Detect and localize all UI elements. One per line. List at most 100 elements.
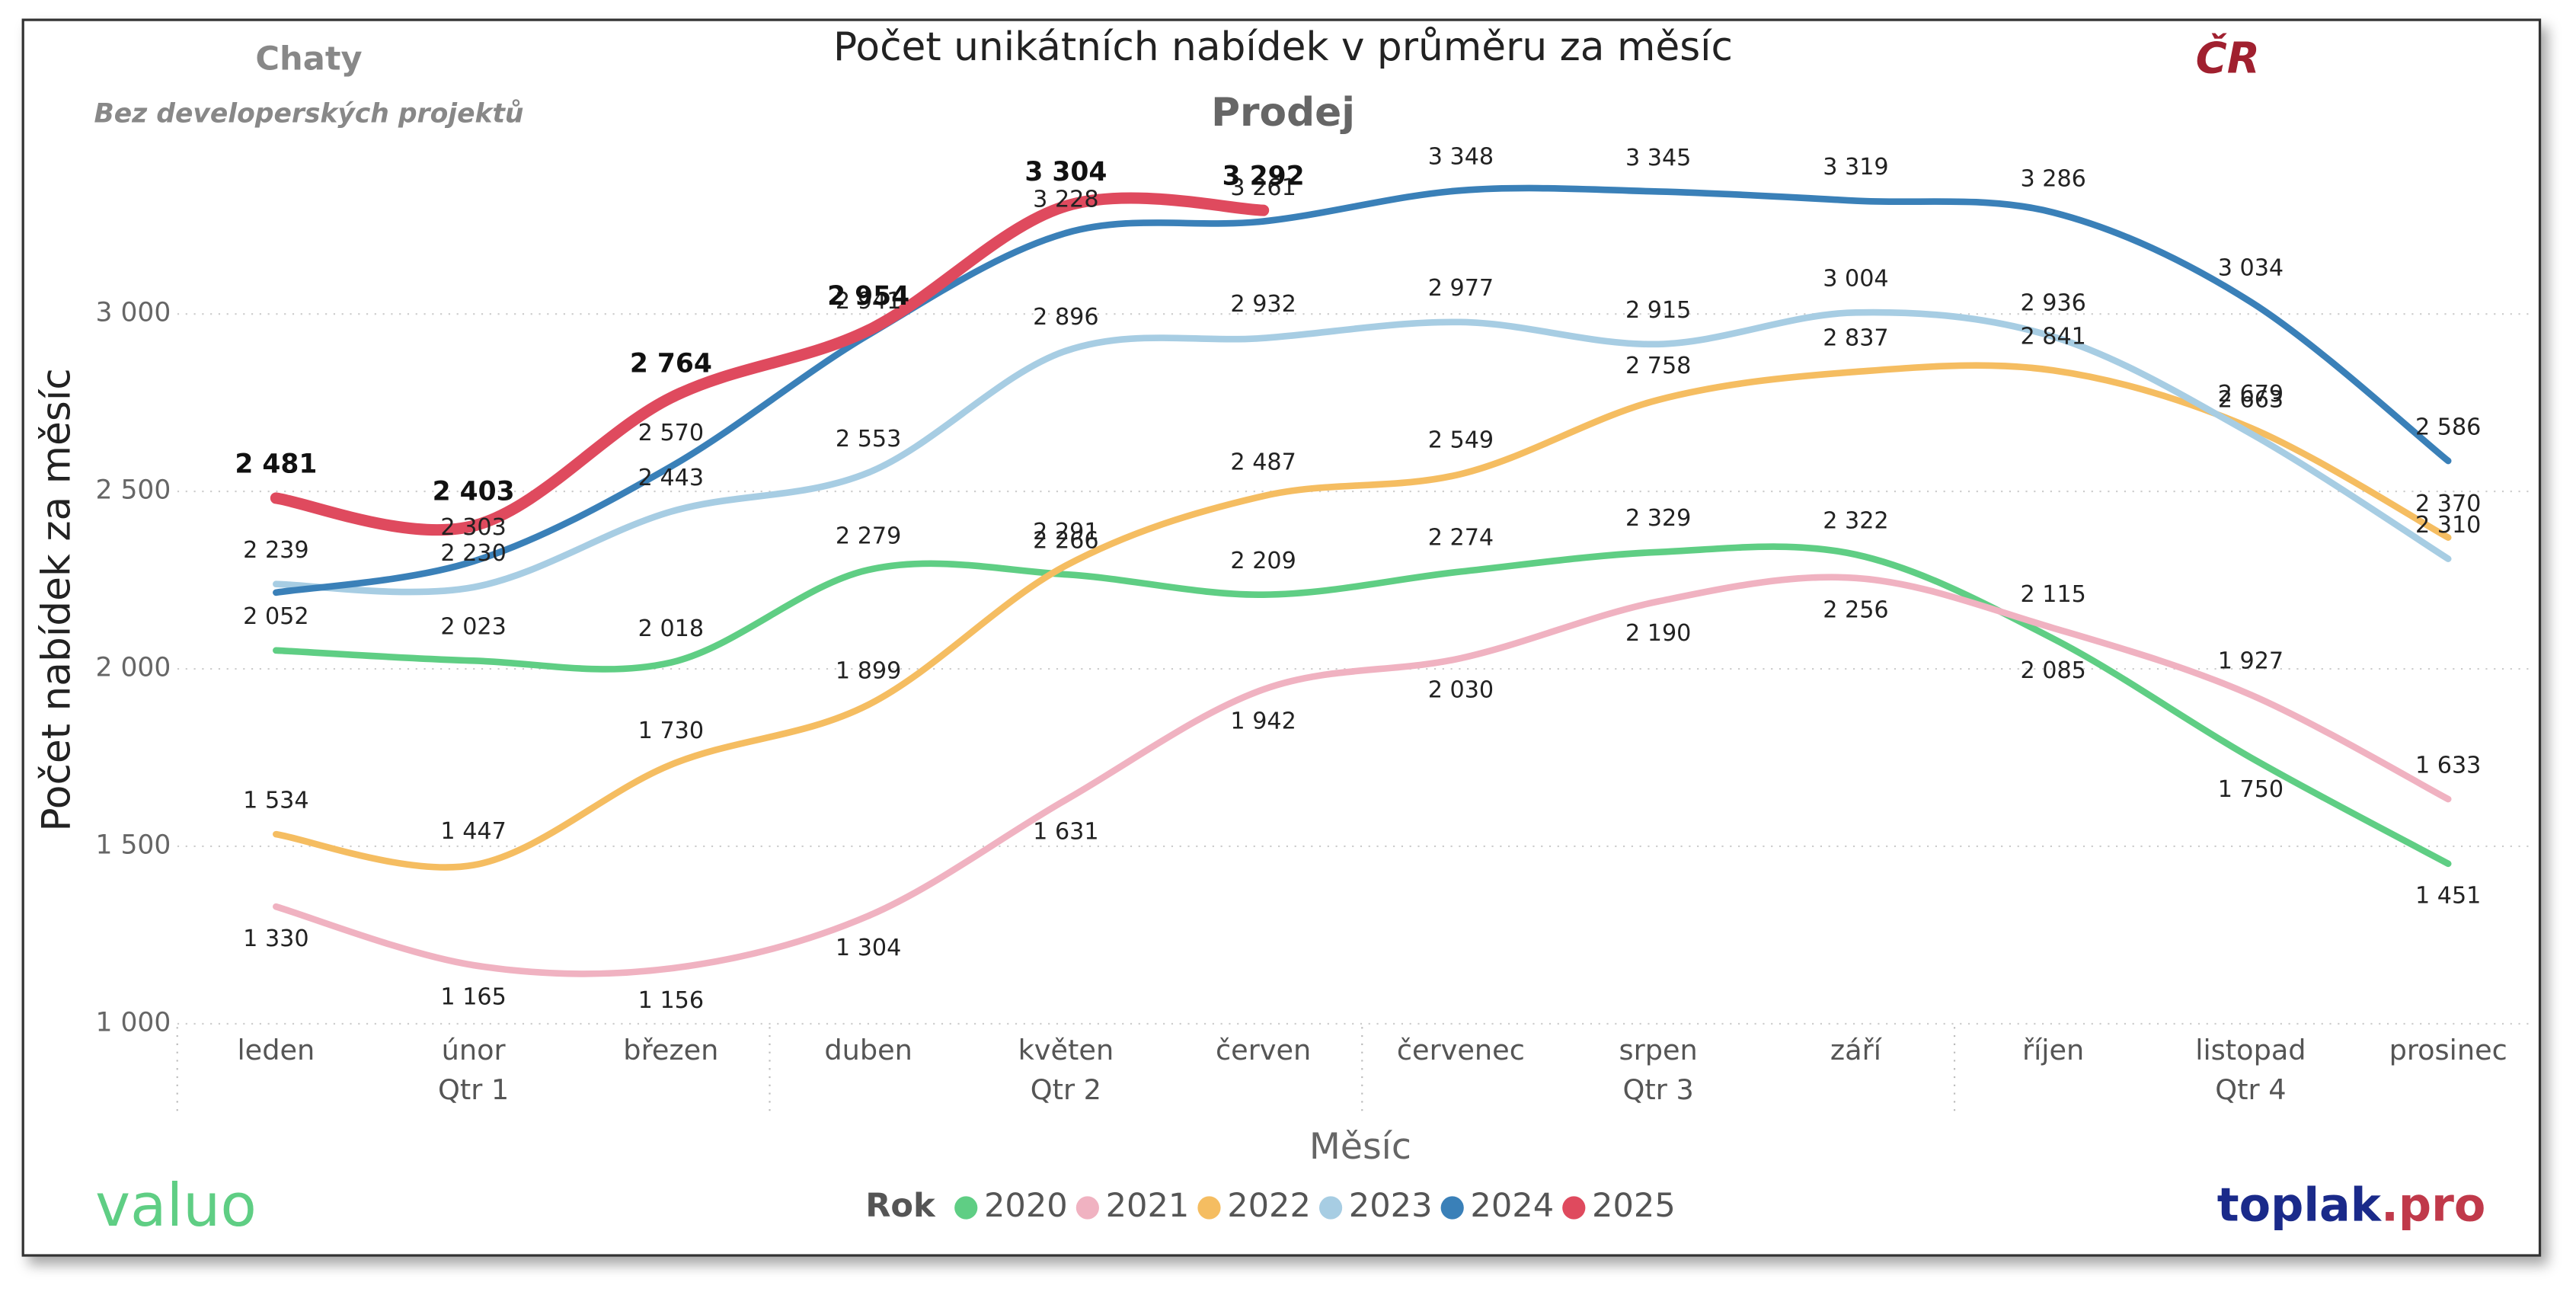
data-label: 2 403: [433, 477, 515, 507]
quarter-label: Qtr 3: [1623, 1073, 1694, 1106]
y-tick-label: 2 500: [96, 475, 171, 506]
series-line: [273, 184, 2452, 596]
data-label: 2 570: [638, 420, 704, 446]
data-label: 1 899: [836, 657, 901, 684]
data-label: 2 310: [2415, 512, 2481, 539]
x-tick-label: únor: [442, 1034, 507, 1066]
data-label: 1 330: [243, 926, 308, 952]
data-label: 2 256: [1823, 596, 1888, 623]
data-label: 2 932: [1230, 291, 1296, 318]
data-label: 2 915: [1625, 297, 1691, 324]
x-tick-label: duben: [824, 1034, 912, 1066]
series-line: [273, 574, 2452, 977]
data-label: 2 443: [638, 465, 704, 491]
data-label: 2 085: [2020, 657, 2085, 684]
data-label: 2 303: [440, 514, 506, 541]
brand-left: valuo: [95, 1172, 257, 1240]
data-label: 1 447: [440, 818, 506, 845]
data-label: 2 052: [243, 603, 308, 630]
x-tick-label: říjen: [2022, 1034, 2084, 1066]
data-label: 2 758: [1625, 353, 1691, 379]
y-tick-label: 2 000: [96, 653, 171, 683]
data-label: 2 266: [1033, 527, 1098, 554]
y-axis-label: Počet nabídek za měsíc: [34, 368, 80, 831]
legend-marker: [954, 1196, 978, 1220]
segment: Chaty: [255, 40, 362, 78]
legend-label: 2021: [1106, 1187, 1190, 1225]
data-label: 3 228: [1033, 186, 1098, 213]
data-label: 1 451: [2415, 882, 2481, 909]
data-label: 3 304: [1024, 157, 1107, 187]
data-label: 1 750: [2218, 776, 2284, 803]
series-line: [270, 192, 1270, 536]
x-tick-label: červen: [1216, 1034, 1311, 1066]
data-label: 2 679: [2218, 381, 2284, 408]
legend-label: 2022: [1227, 1187, 1311, 1225]
data-label: 2 370: [2415, 491, 2481, 517]
data-label: 1 156: [638, 987, 704, 1014]
data-label: 3 319: [1823, 154, 1888, 181]
data-label: 3 292: [1222, 161, 1305, 191]
data-label: 2 322: [1823, 507, 1888, 534]
legend-label: 2020: [984, 1187, 1068, 1225]
x-tick-label: listopad: [2195, 1034, 2306, 1066]
x-tick-label: červenec: [1397, 1034, 1525, 1066]
data-label: 1 631: [1033, 819, 1098, 846]
data-label: 2 481: [235, 449, 317, 479]
brand-part: toplak: [2217, 1178, 2383, 1232]
data-label: 2 764: [630, 348, 712, 379]
x-tick-label: srpen: [1619, 1034, 1698, 1066]
data-label: 2 291: [1033, 519, 1098, 545]
data-label: 1 304: [836, 935, 901, 961]
x-tick-label: květen: [1018, 1034, 1114, 1066]
data-label: 2 941: [836, 288, 901, 315]
frame: [21, 18, 2542, 1257]
data-label: 2 487: [1230, 449, 1296, 476]
data-label: 2 209: [1230, 548, 1296, 574]
region: ČR: [2196, 32, 2260, 84]
brand-part: .pro: [2381, 1178, 2485, 1232]
legend-marker: [1562, 1196, 1586, 1220]
data-label: 3 261: [1230, 174, 1296, 201]
data-label: 2 329: [1625, 505, 1691, 532]
data-label: 2 841: [2020, 324, 2085, 350]
data-label: 1 165: [440, 984, 506, 1011]
data-label: 2 023: [440, 614, 506, 641]
y-tick-label: 3 000: [96, 298, 171, 328]
data-label: 2 663: [2218, 387, 2284, 414]
legend-marker: [1440, 1196, 1464, 1220]
x-tick-label: září: [1830, 1034, 1883, 1066]
quarter-label: Qtr 4: [2215, 1073, 2286, 1106]
data-label: 2 018: [638, 616, 704, 642]
data-label: 2 837: [1823, 325, 1888, 351]
data-label: 2 553: [836, 426, 901, 452]
data-label: 3 004: [1823, 266, 1888, 293]
note: Bez developerských projektů: [94, 99, 523, 130]
legend-label: 2024: [1470, 1187, 1554, 1225]
chart-title: Počet unikátních nabídek v průměru za mě…: [833, 24, 1733, 70]
legend-label: 2025: [1592, 1187, 1676, 1225]
data-label: 2 274: [1428, 525, 1494, 552]
data-label: 2 239: [243, 537, 308, 564]
data-label: 3 286: [2020, 165, 2085, 192]
data-label: 2 230: [440, 540, 506, 567]
data-label: 2 279: [836, 523, 901, 549]
data-label: 1 633: [2415, 752, 2481, 779]
data-label: 2 586: [2415, 414, 2481, 440]
data-label: 1 730: [638, 718, 704, 744]
data-label: 2 936: [2020, 289, 2085, 316]
data-label: 2 030: [1428, 677, 1494, 704]
data-label: 1 927: [2218, 648, 2284, 674]
subtitle: Prodej: [1211, 90, 1355, 136]
data-label: 3 345: [1625, 145, 1691, 171]
data-label: 2 115: [2020, 581, 2085, 608]
legend-title: Rok: [865, 1187, 936, 1225]
series-line: [273, 362, 2452, 871]
legend-label: 2023: [1349, 1187, 1433, 1225]
y-tick-label: 1 000: [96, 1007, 171, 1038]
brand-right: toplak.pro: [2217, 1178, 2486, 1232]
y-tick-label: 1 500: [96, 830, 171, 860]
series-line: [273, 543, 2452, 868]
data-label: 1 942: [1230, 708, 1296, 735]
